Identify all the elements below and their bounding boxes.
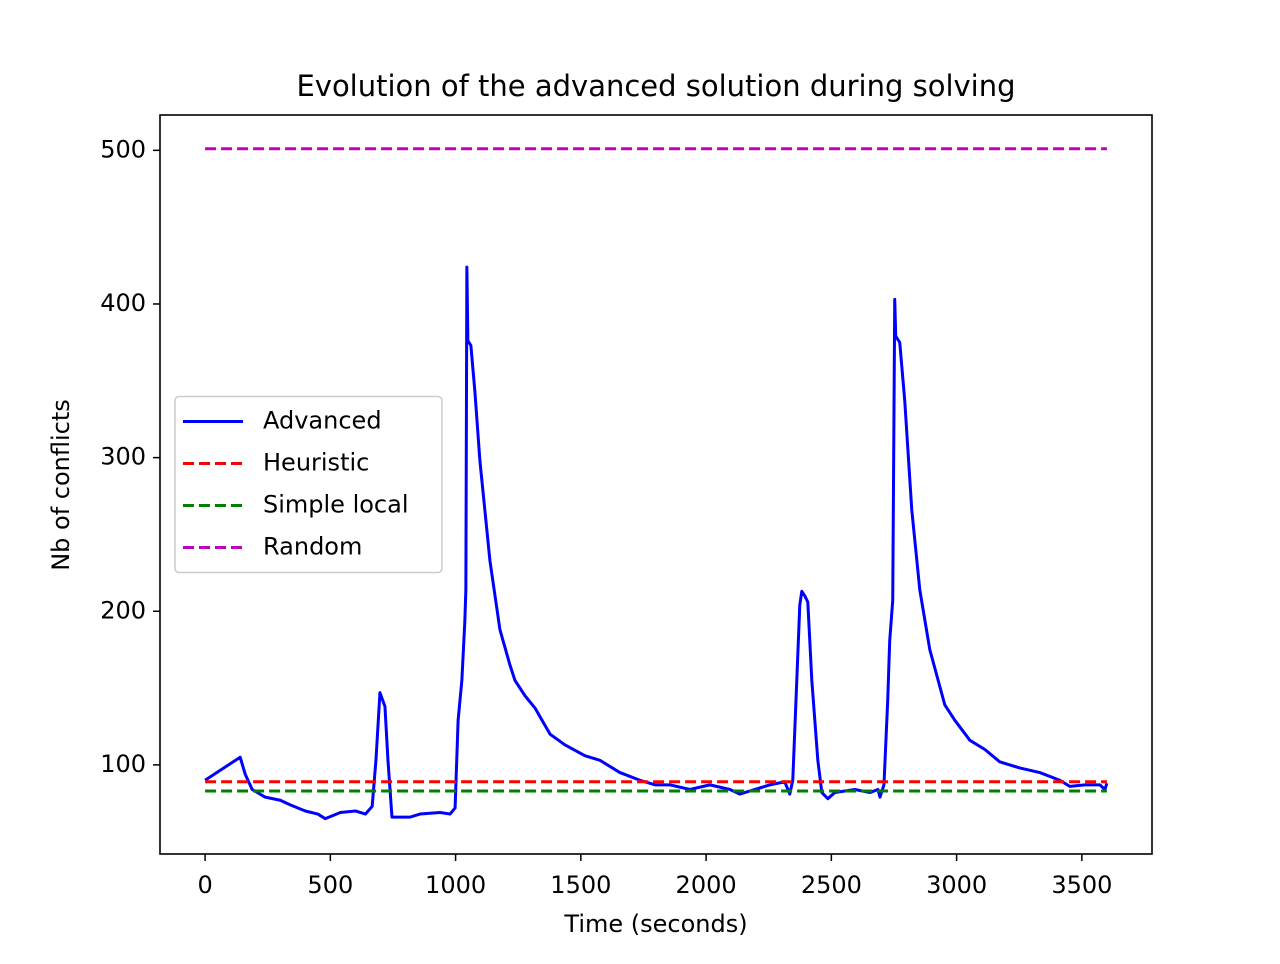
y-tick-label: 200 <box>100 596 146 624</box>
x-tick-label: 1000 <box>425 871 486 899</box>
x-axis-label: Time (seconds) <box>563 910 747 938</box>
y-axis-label: Nb of conflicts <box>47 399 75 571</box>
legend-label: Heuristic <box>263 449 369 477</box>
legend-label: Random <box>263 533 362 561</box>
chart-title: Evolution of the advanced solution durin… <box>296 69 1015 103</box>
legend-label: Simple local <box>263 491 409 519</box>
x-tick-label: 500 <box>307 871 353 899</box>
x-tick-label: 0 <box>197 871 212 899</box>
x-tick-label: 2500 <box>801 871 862 899</box>
plot-frame <box>159 114 1153 855</box>
y-tick-label: 100 <box>100 750 146 778</box>
y-tick-label: 400 <box>100 289 146 317</box>
legend-label: Advanced <box>263 407 382 435</box>
x-tick-label: 3500 <box>1051 871 1112 899</box>
x-tick-label: 3000 <box>926 871 987 899</box>
y-tick-label: 300 <box>100 443 146 471</box>
x-tick-label: 2000 <box>676 871 737 899</box>
x-tick-label: 1500 <box>550 871 611 899</box>
y-tick-label: 500 <box>100 135 146 163</box>
legend-box <box>174 395 443 574</box>
line-series <box>204 265 1109 821</box>
